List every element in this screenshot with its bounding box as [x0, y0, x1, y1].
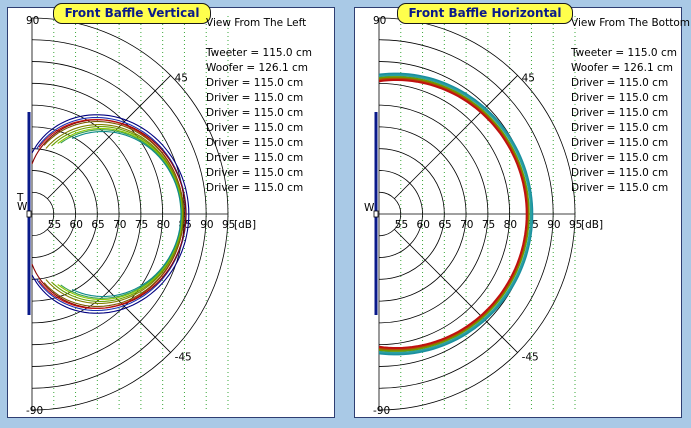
legend-block: View From The Left Tweeter = 115.0 cm Wo… — [206, 16, 312, 196]
polar-panel-vertical: 55 60 65 70 75 80 85 90 95 [dB] 90 45 -45 -90 T W Front… — [7, 3, 335, 418]
series-line — [378, 79, 528, 349]
legend-item: Tweeter = 115.0 cm — [206, 47, 312, 59]
radial-tick-label: 60 — [417, 219, 430, 231]
radial-tick-label: 55 — [395, 219, 408, 231]
legend-item: Driver = 115.0 cm — [571, 182, 669, 194]
chart-title: Front Baffle Vertical — [53, 3, 211, 24]
driver-icon — [26, 210, 32, 218]
legend-item: Driver = 115.0 cm — [206, 167, 304, 179]
polar-grid — [27, 16, 229, 412]
angle-gridline — [47, 75, 171, 199]
legend-item: Driver = 115.0 cm — [571, 107, 669, 119]
legend-item: Driver = 115.0 cm — [206, 92, 304, 104]
radial-tick-label: 65 — [91, 219, 104, 231]
legend-item: Driver = 115.0 cm — [206, 137, 304, 149]
radial-tick-label: 70 — [460, 219, 473, 231]
radial-unit-label: [dB] — [234, 219, 256, 231]
angle-gridline — [47, 229, 171, 353]
legend-item: Woofer = 126.1 cm — [571, 62, 673, 74]
legend-item: Driver = 115.0 cm — [206, 107, 304, 119]
driver-icon — [373, 210, 379, 218]
angle-label: 90 — [26, 15, 39, 27]
radial-tick-label: 55 — [48, 219, 61, 231]
angle-label: -90 — [373, 405, 390, 417]
radial-tick-label: 80 — [157, 219, 170, 231]
chart-title: Front Baffle Horizontal — [397, 3, 573, 24]
legend-item: Driver = 115.0 cm — [206, 182, 304, 194]
angle-gridline — [394, 75, 518, 199]
angle-label: -45 — [522, 352, 539, 364]
legend-item: Tweeter = 115.0 cm — [571, 47, 677, 59]
radial-unit-label: [dB] — [581, 219, 603, 231]
radial-tick-label: 95 — [222, 219, 235, 231]
legend-block: View From The Bottom Tweeter = 115.0 cm … — [571, 16, 690, 196]
series-line — [378, 76, 530, 352]
series-line — [43, 121, 185, 307]
series-group — [378, 72, 534, 356]
radial-tick-label: 65 — [438, 219, 451, 231]
radial-tick-label: 60 — [70, 219, 83, 231]
view-label: View From The Bottom — [571, 17, 690, 29]
angle-gridline — [394, 229, 518, 353]
angle-label: 45 — [522, 72, 535, 84]
driver-mark: T — [16, 192, 24, 204]
radial-tick-label: 75 — [482, 219, 495, 231]
angle-label: 45 — [175, 72, 188, 84]
legend-item: Driver = 115.0 cm — [571, 92, 669, 104]
legend-item: Driver = 115.0 cm — [571, 152, 669, 164]
series-group — [31, 114, 190, 314]
angle-label: 90 — [373, 15, 386, 27]
radial-tick-label: 75 — [135, 219, 148, 231]
legend-item: Driver = 115.0 cm — [571, 167, 669, 179]
legend-item: Driver = 115.0 cm — [206, 152, 304, 164]
angle-label: -90 — [26, 405, 43, 417]
legend-item: Woofer = 126.1 cm — [206, 62, 308, 74]
series-line — [31, 114, 190, 314]
legend-item: Driver = 115.0 cm — [571, 77, 669, 89]
legend-item: Driver = 115.0 cm — [206, 77, 304, 89]
driver-mark: W — [364, 202, 375, 214]
series-line — [378, 74, 533, 354]
series-line — [71, 130, 182, 298]
radial-tick-label: 90 — [200, 219, 213, 231]
legend-item: Driver = 115.0 cm — [571, 137, 669, 149]
legend-item: Driver = 115.0 cm — [206, 122, 304, 134]
angle-label: -45 — [175, 352, 192, 364]
legend-item: Driver = 115.0 cm — [571, 122, 669, 134]
radial-tick-label: 90 — [547, 219, 560, 231]
series-line — [378, 72, 534, 356]
radial-tick-label: 80 — [504, 219, 517, 231]
driver-mark: W — [17, 201, 28, 213]
polar-panel-horizontal: 55 60 65 70 75 80 85 90 95 [dB] 90 45 -45 -90 W Front … — [354, 3, 690, 418]
radial-tick-label: 95 — [569, 219, 582, 231]
radial-tick-label: 70 — [113, 219, 126, 231]
view-label: View From The Left — [206, 17, 307, 29]
